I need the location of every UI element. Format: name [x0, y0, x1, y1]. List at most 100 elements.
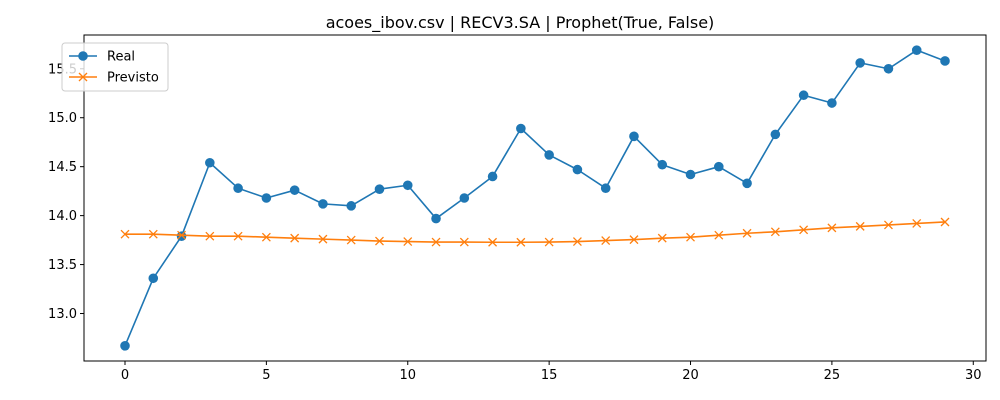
series-layer	[120, 45, 950, 351]
data-point-previsto-stroke	[318, 234, 328, 244]
data-point-previsto-stroke	[459, 237, 469, 247]
data-point-previsto	[855, 221, 865, 231]
data-point-previsto	[799, 225, 809, 235]
data-point-real	[459, 193, 470, 203]
data-point-previsto	[544, 237, 554, 247]
data-point-previsto-stroke	[770, 227, 780, 237]
data-point-previsto-stroke	[742, 228, 752, 238]
data-point-previsto-stroke	[233, 231, 243, 241]
data-point-previsto	[431, 237, 441, 247]
data-point-real	[402, 180, 413, 191]
data-point-previsto-stroke	[544, 237, 554, 247]
data-point-real	[742, 178, 752, 189]
data-point-previsto-stroke	[686, 232, 695, 242]
data-point-previsto-stroke	[205, 231, 215, 241]
data-point-previsto	[657, 233, 667, 243]
data-point-previsto-stroke	[827, 223, 837, 233]
plot-frame	[83, 34, 987, 362]
series-line-real	[124, 49, 946, 347]
data-point-previsto	[318, 234, 328, 244]
data-point-previsto	[770, 227, 780, 237]
chart-title: acoes_ibov.csv | RECV3.SA | Prophet(True…	[326, 13, 715, 33]
data-point-real	[685, 169, 696, 180]
data-point-real	[629, 131, 639, 142]
data-point-real	[798, 90, 809, 101]
data-point-previsto	[940, 217, 950, 227]
data-point-real	[940, 56, 950, 66]
data-point-real	[770, 129, 781, 140]
data-point-previsto	[375, 236, 384, 246]
legend-label-real: Real	[107, 50, 135, 65]
data-point-previsto	[346, 235, 356, 245]
data-point-previsto	[883, 220, 893, 230]
data-point-previsto-stroke	[516, 237, 526, 247]
data-point-real	[346, 201, 357, 211]
data-point-previsto	[629, 235, 639, 245]
data-point-real	[572, 164, 583, 175]
data-point-previsto-stroke	[346, 235, 356, 245]
y-tick-label: 14.5	[48, 160, 77, 175]
data-point-previsto	[516, 237, 526, 247]
data-point-previsto	[912, 218, 922, 228]
data-point-previsto	[714, 230, 724, 240]
y-tick-label: 13.5	[48, 258, 77, 273]
data-point-previsto-stroke	[714, 230, 724, 240]
data-point-previsto	[261, 232, 271, 242]
data-point-previsto	[233, 231, 243, 241]
data-point-previsto-stroke	[629, 235, 639, 245]
x-tick-label: 0	[121, 368, 129, 383]
data-point-real	[657, 159, 668, 170]
data-point-real	[911, 45, 922, 55]
x-tick-label: 5	[262, 368, 270, 383]
data-point-previsto-stroke	[120, 229, 130, 239]
data-point-real	[883, 63, 894, 74]
data-point-previsto	[742, 228, 752, 238]
data-point-real	[827, 98, 837, 108]
x-tick-label: 25	[824, 368, 841, 383]
data-point-real	[289, 185, 300, 195]
data-point-previsto	[686, 232, 695, 242]
y-tick-label: 14.0	[48, 209, 77, 224]
data-point-real	[148, 273, 159, 284]
data-point-previsto	[572, 237, 582, 247]
data-point-previsto	[177, 230, 187, 240]
x-tick-label: 30	[965, 368, 982, 383]
data-point-previsto	[148, 229, 158, 239]
x-tick-label: 20	[682, 368, 699, 383]
data-point-previsto	[205, 231, 215, 241]
legend-marker-previsto	[78, 72, 88, 82]
data-point-previsto	[827, 223, 837, 233]
data-point-previsto-stroke	[601, 236, 611, 246]
data-point-real	[544, 150, 554, 160]
data-point-previsto-stroke	[375, 236, 384, 246]
data-point-real	[318, 199, 328, 209]
legend-marker-previsto-stroke	[78, 72, 88, 82]
x-tick-label: 15	[541, 368, 558, 383]
data-point-previsto	[601, 236, 611, 246]
data-point-previsto-stroke	[290, 233, 300, 243]
data-point-previsto	[459, 237, 469, 247]
data-point-previsto	[488, 237, 498, 247]
data-point-real	[176, 231, 187, 241]
series-previsto	[120, 217, 950, 247]
data-point-previsto-stroke	[940, 217, 950, 227]
data-point-previsto-stroke	[657, 233, 667, 243]
data-point-real	[713, 161, 724, 172]
data-point-real	[487, 171, 498, 182]
y-tick-label: 15.0	[48, 111, 77, 126]
data-point-previsto	[403, 237, 413, 247]
x-tick-label: 10	[399, 368, 416, 383]
data-point-previsto-stroke	[488, 237, 498, 247]
series-line-previsto	[125, 221, 946, 244]
data-point-previsto-stroke	[148, 229, 158, 239]
data-point-real	[374, 184, 385, 194]
data-point-previsto	[120, 229, 130, 239]
data-point-previsto-stroke	[431, 237, 441, 247]
legend: Real Previsto	[61, 42, 169, 92]
data-point-previsto-stroke	[883, 220, 893, 230]
data-point-real	[431, 213, 441, 224]
data-point-previsto-stroke	[855, 221, 865, 231]
data-point-real	[233, 183, 243, 194]
legend-marker-real	[78, 51, 88, 61]
